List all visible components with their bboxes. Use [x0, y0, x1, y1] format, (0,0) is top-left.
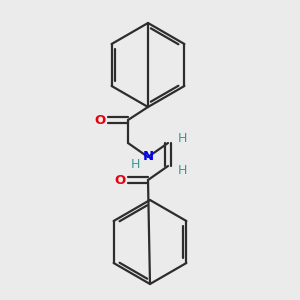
Text: N: N	[142, 151, 154, 164]
Text: H: H	[130, 158, 140, 170]
Text: H: H	[177, 164, 187, 178]
Text: O: O	[94, 113, 106, 127]
Text: H: H	[177, 131, 187, 145]
Text: O: O	[114, 173, 126, 187]
